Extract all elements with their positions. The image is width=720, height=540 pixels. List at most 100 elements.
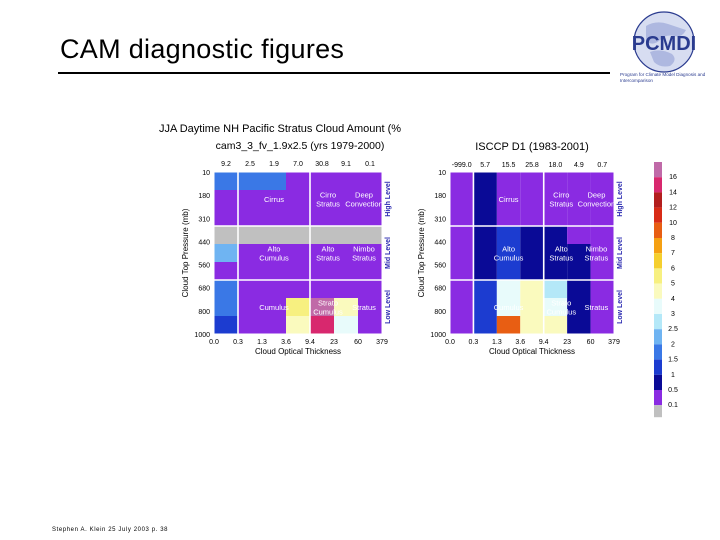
heatmap-cell xyxy=(590,262,614,280)
heatmap-cell xyxy=(520,316,544,334)
level-label: Low Level xyxy=(617,290,624,324)
y-tick-label: 440 xyxy=(198,239,210,246)
level-label: Low Level xyxy=(385,290,392,324)
chart-subtitle: cam3_3_fv_1.9x2.5 (yrs 1979-2000) xyxy=(216,140,385,152)
logo-subtitle: Program for Climate Model Diagnosis and … xyxy=(620,72,706,83)
x-tick-label: 1.3 xyxy=(492,339,502,346)
heatmap-cell xyxy=(214,262,238,280)
cloud-type-label: Cumulus xyxy=(546,308,576,317)
cloud-type-label: Convection xyxy=(578,200,616,209)
heatmap-cell xyxy=(310,244,334,262)
heatmap-cell xyxy=(473,280,497,298)
heatmap-cell xyxy=(567,244,591,262)
legend-swatch xyxy=(654,253,662,269)
heatmap-cell xyxy=(450,298,474,316)
x-tick-label: 60 xyxy=(354,339,362,346)
heatmap-cell xyxy=(214,244,238,262)
heatmap-cell xyxy=(334,226,358,244)
legend-swatch xyxy=(654,283,662,299)
legend-tick-label: 6 xyxy=(671,265,675,272)
heatmap-cell xyxy=(567,280,591,298)
cloud-type-label: Stratus xyxy=(585,303,609,312)
y-tick-label: 10 xyxy=(438,170,446,177)
column-total-label: 0.1 xyxy=(365,161,375,168)
legend-tick-label: 12 xyxy=(669,205,677,212)
logo-text: PCMDI xyxy=(632,33,696,55)
heatmap-cell xyxy=(450,208,474,226)
legend-tick-label: 0.5 xyxy=(668,387,678,394)
column-total-label: 7.0 xyxy=(293,161,303,168)
legend-tick-label: 8 xyxy=(671,235,675,242)
heatmap-cell xyxy=(262,244,286,262)
heatmap-cell xyxy=(358,172,382,190)
heatmap-cell xyxy=(358,244,382,262)
legend-tick-label: 4 xyxy=(671,296,675,303)
legend-tick-label: 0.1 xyxy=(668,402,678,409)
legend-tick-label: 16 xyxy=(669,174,677,181)
heatmap-cell xyxy=(214,298,238,316)
heatmap-cell xyxy=(358,316,382,334)
x-tick-label: 0.3 xyxy=(469,339,479,346)
y-tick-label: 800 xyxy=(198,309,210,316)
x-tick-label: 379 xyxy=(608,339,620,346)
heatmap-cell xyxy=(496,190,521,208)
cloud-type-label: Stratus xyxy=(316,254,340,263)
heatmap-cell xyxy=(450,262,474,280)
y-axis-label: Cloud Top Pressure (mb) xyxy=(417,208,426,297)
column-total-label: 4.9 xyxy=(574,162,584,169)
heatmap-cell xyxy=(238,244,262,262)
heatmap-cell xyxy=(286,190,310,208)
heatmap-cell xyxy=(567,172,591,190)
legend-swatch xyxy=(654,222,662,238)
cloud-type-label: Stratus xyxy=(352,254,376,263)
heatmap-cell xyxy=(358,190,382,208)
legend-swatch xyxy=(654,329,662,345)
heatmap-cell xyxy=(238,316,262,334)
heatmap-cell xyxy=(567,208,591,226)
x-tick-label: 23 xyxy=(330,339,338,346)
heatmap-cell xyxy=(286,298,310,316)
legend-swatch xyxy=(654,177,662,193)
heatmap-cell xyxy=(358,262,382,280)
heatmap-cell xyxy=(262,316,286,334)
heatmap-cell xyxy=(473,298,497,316)
legend-swatch xyxy=(654,238,662,254)
heatmap-cell xyxy=(214,316,238,334)
heatmap-cell xyxy=(543,208,568,226)
heatmap-cell xyxy=(286,316,310,334)
heatmap-cell xyxy=(286,262,310,280)
heatmap-cell xyxy=(238,208,262,226)
heatmap-cell xyxy=(496,298,521,316)
plot-frame xyxy=(449,171,615,335)
heatmap-cell xyxy=(450,226,474,244)
x-tick-label: 0.3 xyxy=(233,339,243,346)
x-tick-label: 3.6 xyxy=(281,339,291,346)
heatmap-cell xyxy=(590,208,614,226)
legend-tick-label: 1.5 xyxy=(668,357,678,364)
chart-title: JJA Daytime NH Pacific Stratus Cloud Amo… xyxy=(159,123,401,135)
heatmap-cell xyxy=(543,298,568,316)
heatmap-cell xyxy=(590,172,614,190)
cloud-type-label: Stratus xyxy=(549,254,573,263)
heatmap-cell xyxy=(262,280,286,298)
heatmap-cell xyxy=(358,208,382,226)
column-total-label: 9.2 xyxy=(221,161,231,168)
heatmap-cell xyxy=(520,298,544,316)
heatmap-cell xyxy=(286,172,310,190)
heatmap-cell xyxy=(496,316,521,334)
y-axis-label: Cloud Top Pressure (mb) xyxy=(181,208,190,297)
column-total-label: 15.5 xyxy=(502,162,516,169)
column-total-label: 5.7 xyxy=(480,162,490,169)
legend-swatch xyxy=(654,390,662,406)
cloud-type-label: Deep xyxy=(355,191,373,200)
y-tick-label: 180 xyxy=(434,193,446,200)
heatmap-cell xyxy=(334,190,358,208)
pcmdi-logo: PCMDI xyxy=(632,11,696,73)
legend-tick-label: 1 xyxy=(671,372,675,379)
heatmap-cell xyxy=(310,316,334,334)
heatmap-cell xyxy=(567,190,591,208)
heatmap-cell xyxy=(286,244,310,262)
y-tick-label: 560 xyxy=(434,263,446,270)
heatmap-cell xyxy=(214,190,238,208)
y-tick-label: 180 xyxy=(198,193,210,200)
